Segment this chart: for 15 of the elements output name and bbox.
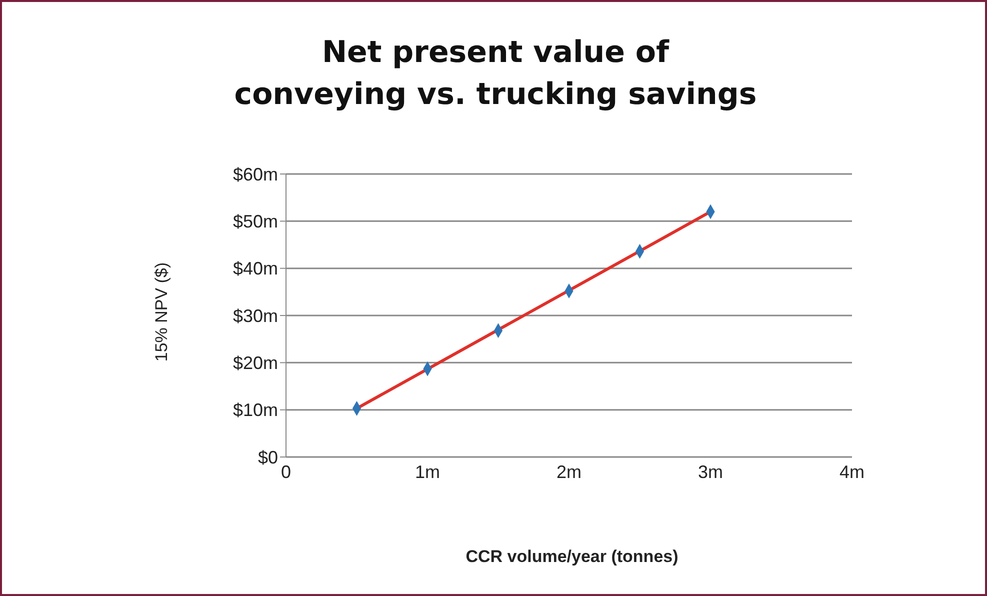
y-tick-label: $60m [232,164,278,184]
x-tick-label: 3m [698,462,724,482]
y-tick-label: $50m [232,212,278,232]
x-axis-title: CCR volume/year (tonnes) [464,547,680,567]
y-tick-label: $20m [232,353,278,374]
x-tick-label: 0 [280,462,292,482]
chart-title: Net present value of conveying vs. trucking savings [233,34,758,114]
x-tick-label: 2m [556,462,582,482]
y-tick-label: $10m [232,400,278,420]
y-tick-label: $30m [232,306,278,326]
x-tick-label: 4m [839,462,865,482]
x-tick-label: 1m [414,462,440,482]
y-axis-title: 15% NPV ($) [152,262,172,362]
y-tick-label: $0 [258,447,278,468]
y-tick-label: $40m [232,258,278,279]
